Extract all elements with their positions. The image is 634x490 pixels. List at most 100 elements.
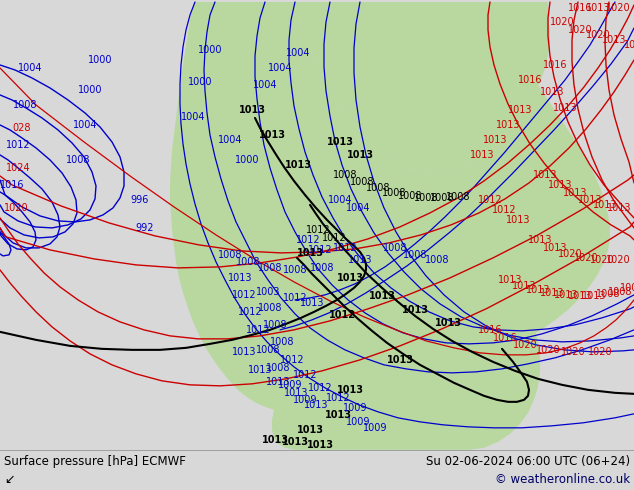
Text: 1020: 1020 [605, 3, 630, 13]
Text: 1008: 1008 [269, 337, 294, 347]
Text: 1013: 1013 [228, 273, 252, 283]
Text: 1016: 1016 [568, 3, 592, 13]
Text: 1004: 1004 [181, 112, 205, 122]
Text: 1020: 1020 [588, 347, 612, 357]
Text: 1013: 1013 [543, 243, 567, 253]
Text: 1000: 1000 [235, 155, 259, 165]
Text: 1013: 1013 [387, 355, 413, 365]
Text: Surface pressure [hPa] ECMWF: Surface pressure [hPa] ECMWF [4, 455, 186, 468]
Text: 1008: 1008 [350, 177, 374, 187]
Text: 1003: 1003 [256, 287, 280, 297]
Text: 1013: 1013 [281, 437, 309, 447]
Text: 1013: 1013 [300, 298, 324, 308]
Text: 1013: 1013 [568, 291, 592, 301]
Text: 1000: 1000 [198, 45, 223, 55]
Text: 1013: 1013 [434, 318, 462, 328]
Text: 10: 10 [624, 40, 634, 50]
Text: 1012: 1012 [306, 225, 330, 235]
Text: 1012: 1012 [6, 140, 30, 150]
Text: 1008: 1008 [382, 188, 406, 198]
Text: 1012: 1012 [238, 307, 262, 317]
Text: 1008: 1008 [398, 191, 422, 201]
Text: 1013: 1013 [248, 365, 272, 375]
Polygon shape [170, 2, 610, 413]
Text: 1013: 1013 [368, 291, 396, 301]
Text: 1000: 1000 [78, 85, 102, 95]
Text: 1013: 1013 [401, 305, 429, 315]
Text: 1004: 1004 [253, 80, 277, 90]
Text: 1012: 1012 [280, 355, 304, 365]
Text: 1013: 1013 [482, 135, 507, 145]
Text: 1013: 1013 [553, 290, 578, 300]
Text: 1013: 1013 [533, 170, 557, 180]
Text: 1020: 1020 [558, 249, 582, 259]
Polygon shape [195, 2, 550, 172]
Text: 1013: 1013 [540, 87, 564, 97]
Text: 1012: 1012 [295, 235, 320, 245]
Text: 1004: 1004 [73, 120, 97, 130]
Text: 1013: 1013 [347, 150, 373, 160]
Text: 1008: 1008 [236, 257, 260, 267]
Text: 1000: 1000 [188, 77, 212, 87]
Text: 1013: 1013 [238, 105, 266, 115]
Text: 1020: 1020 [586, 30, 611, 40]
Text: 1020: 1020 [590, 255, 614, 265]
Text: 1016: 1016 [543, 60, 567, 70]
Text: 1013: 1013 [527, 235, 552, 245]
Text: 1012: 1012 [328, 310, 356, 320]
Text: 1013: 1013 [526, 285, 550, 295]
Text: 1013: 1013 [337, 273, 363, 283]
Text: 1013: 1013 [506, 215, 530, 225]
Text: 1008: 1008 [596, 289, 620, 299]
Text: 1008: 1008 [310, 263, 334, 273]
Text: 1012: 1012 [321, 233, 346, 243]
Text: 1013: 1013 [297, 248, 323, 258]
Text: 1000: 1000 [87, 55, 112, 65]
Text: 1013: 1013 [348, 255, 372, 265]
Text: 1013: 1013 [563, 188, 587, 198]
Text: 1008: 1008 [414, 193, 438, 203]
Text: 1016: 1016 [518, 75, 542, 85]
Text: 1013: 1013 [470, 150, 495, 160]
Text: 1013: 1013 [496, 120, 521, 130]
Text: 1012: 1012 [246, 325, 270, 335]
Text: 1012: 1012 [307, 245, 332, 255]
Text: 1013: 1013 [582, 291, 606, 301]
Text: 1020: 1020 [536, 345, 560, 355]
Text: 1008: 1008 [13, 100, 37, 110]
Text: 1004: 1004 [268, 63, 292, 73]
Polygon shape [272, 206, 540, 450]
Text: Su 02-06-2024 06:00 UTC (06+24): Su 02-06-2024 06:00 UTC (06+24) [426, 455, 630, 468]
Text: 1020: 1020 [605, 255, 630, 265]
Text: 1008: 1008 [608, 287, 632, 297]
Text: 1008: 1008 [425, 255, 450, 265]
Text: 1012: 1012 [293, 370, 317, 380]
Text: 1013: 1013 [578, 195, 602, 205]
Text: 1013: 1013 [512, 281, 536, 291]
Text: 1013: 1013 [508, 105, 533, 115]
Text: 1008: 1008 [217, 250, 242, 260]
Text: 1020: 1020 [567, 25, 592, 35]
Text: 1009: 1009 [278, 380, 302, 390]
Text: 1020: 1020 [4, 203, 29, 213]
Text: 1016: 1016 [493, 333, 517, 343]
Text: 1012: 1012 [477, 195, 502, 205]
Text: 1009: 1009 [346, 417, 370, 427]
Text: 1012: 1012 [326, 393, 351, 403]
Text: 1009: 1009 [343, 403, 367, 413]
Text: 1012: 1012 [333, 243, 358, 253]
Text: 1008: 1008 [446, 192, 470, 202]
Text: 1013: 1013 [284, 388, 308, 398]
Text: 1016: 1016 [0, 180, 24, 190]
Text: 1008: 1008 [256, 345, 280, 355]
Text: 1008: 1008 [403, 250, 427, 260]
Text: 1008: 1008 [66, 155, 90, 165]
Text: 1013: 1013 [261, 435, 288, 445]
Text: 1009: 1009 [293, 395, 317, 405]
Text: 1008: 1008 [333, 170, 357, 180]
Text: 1012: 1012 [492, 205, 516, 215]
Text: 1013: 1013 [593, 200, 618, 210]
Text: 1013: 1013 [548, 180, 573, 190]
Text: 1013: 1013 [297, 425, 323, 435]
Text: 1013: 1013 [304, 400, 328, 410]
